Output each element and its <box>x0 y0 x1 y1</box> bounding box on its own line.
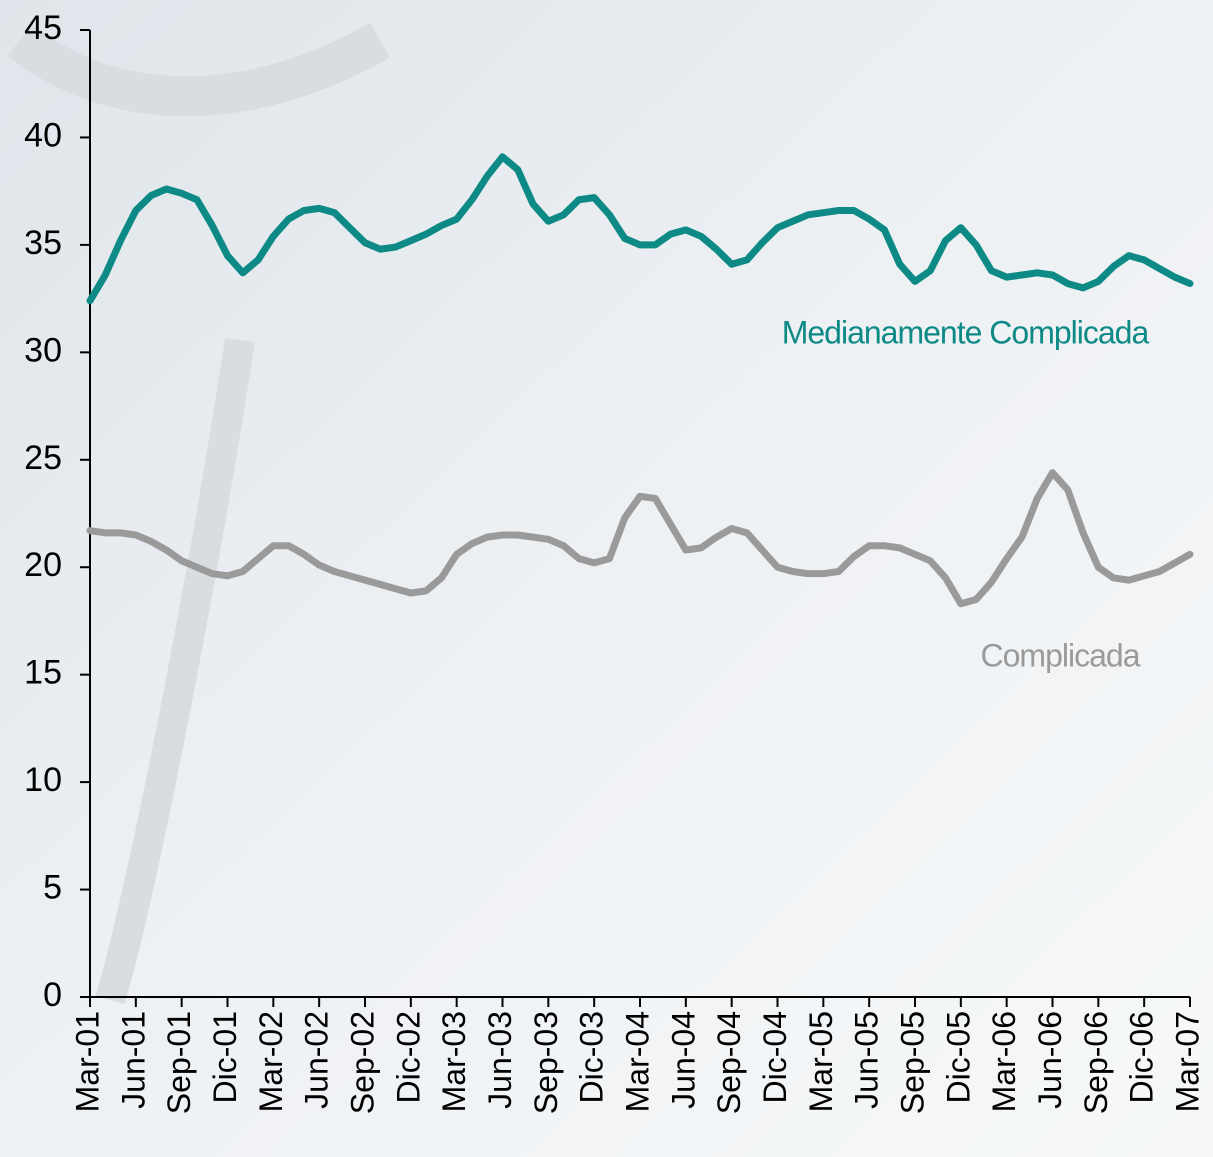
x-tick-label: Jun-01 <box>115 1011 151 1109</box>
x-tick-label: Dic-04 <box>757 1011 793 1103</box>
series-line <box>86 469 1194 608</box>
y-tick-label: 5 <box>43 869 62 907</box>
x-tick-label: Sep-06 <box>1078 1011 1114 1114</box>
x-tick-label: Jun-06 <box>1032 1011 1068 1109</box>
y-tick-label: 20 <box>24 546 62 584</box>
y-tick-label: 40 <box>24 116 62 154</box>
y-tick-label: 15 <box>24 654 62 692</box>
x-tick-label: Dic-06 <box>1124 1011 1160 1103</box>
x-tick-label: Sep-04 <box>711 1011 747 1114</box>
x-tick-label: Sep-03 <box>528 1011 564 1114</box>
y-tick-label: 35 <box>24 224 62 262</box>
x-tick-label: Dic-02 <box>390 1011 426 1103</box>
x-tick-label: Jun-05 <box>849 1011 885 1109</box>
series-label: Medianamente Complicada <box>782 314 1150 350</box>
x-tick-label: Jun-03 <box>482 1011 518 1109</box>
x-tick-label: Dic-05 <box>940 1011 976 1103</box>
x-tick-label: Mar-01 <box>69 1011 105 1112</box>
x-tick-label: Mar-06 <box>986 1011 1022 1112</box>
x-tick-label: Mar-05 <box>803 1011 839 1112</box>
x-tick-label: Dic-03 <box>574 1011 610 1103</box>
series-line <box>86 153 1194 305</box>
x-tick-label: Sep-01 <box>161 1011 197 1114</box>
x-tick-label: Mar-07 <box>1169 1011 1205 1112</box>
x-tick-label: Mar-03 <box>436 1011 472 1112</box>
watermark <box>7 22 391 117</box>
watermark <box>95 337 255 1005</box>
series-label: Complicada <box>981 637 1141 673</box>
y-tick-label: 10 <box>24 761 62 799</box>
x-tick-label: Mar-02 <box>253 1011 289 1112</box>
x-tick-label: Sep-02 <box>344 1011 380 1114</box>
x-tick-label: Jun-04 <box>665 1011 701 1109</box>
y-tick-label: 30 <box>24 331 62 369</box>
y-tick-label: 45 <box>24 9 62 47</box>
y-tick-label: 25 <box>24 439 62 477</box>
x-tick-label: Mar-04 <box>619 1011 655 1112</box>
x-tick-label: Jun-02 <box>299 1011 335 1109</box>
y-tick-label: 0 <box>43 976 62 1014</box>
x-tick-label: Dic-01 <box>207 1011 243 1103</box>
x-tick-label: Sep-05 <box>894 1011 930 1114</box>
